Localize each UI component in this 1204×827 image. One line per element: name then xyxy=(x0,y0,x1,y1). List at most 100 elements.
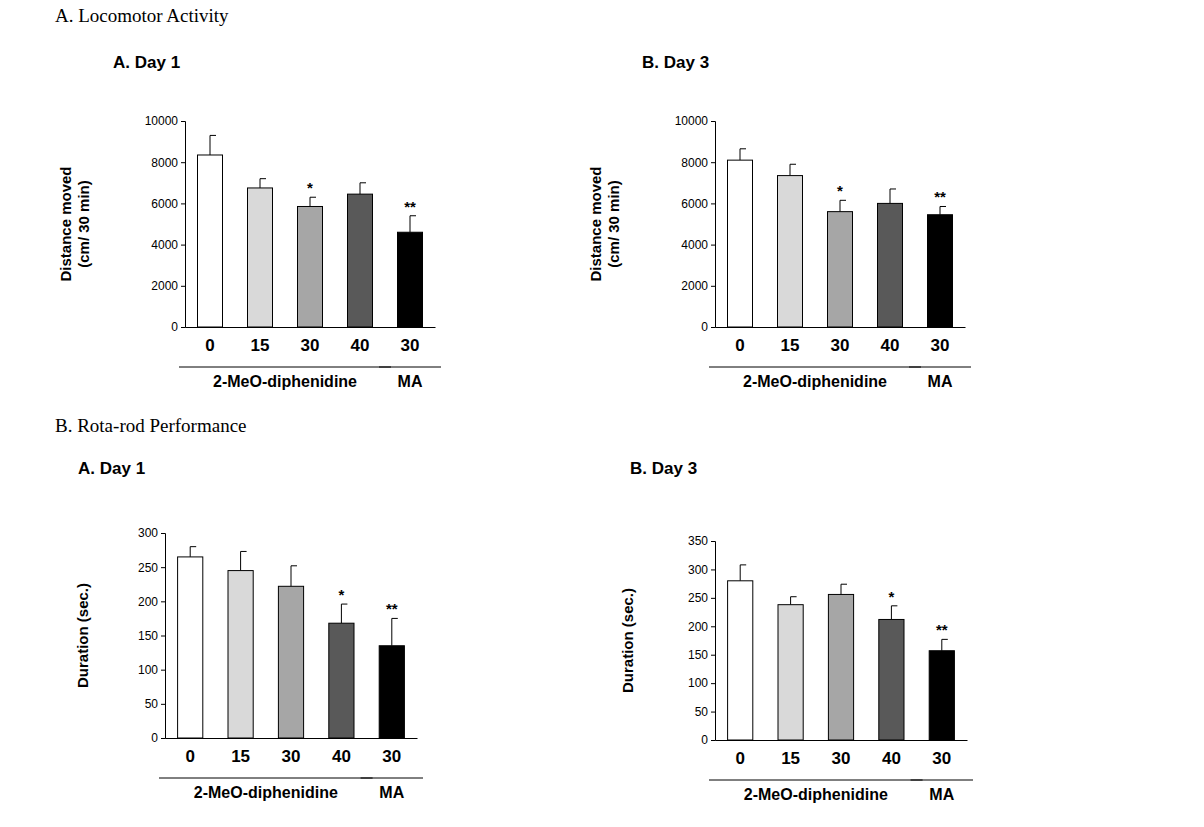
error-cap xyxy=(942,639,948,640)
x-axis-line xyxy=(716,740,968,741)
y-tick: 0 xyxy=(701,733,715,747)
x-tick-label: 15 xyxy=(781,336,800,355)
x-tick-label: 30 xyxy=(831,336,850,355)
error-cap xyxy=(392,618,398,619)
y-tick-mark xyxy=(711,286,715,287)
error-bar xyxy=(391,618,392,645)
y-axis-title: Duration (sec.) xyxy=(74,583,91,688)
group-label: 2-MeO-diphenidine xyxy=(744,786,888,803)
x-tick: 30 xyxy=(401,327,420,355)
chart-title: B. Day 3 xyxy=(630,459,697,478)
x-tick-label: 40 xyxy=(881,336,900,355)
y-tick: 2000 xyxy=(151,279,185,293)
error-cap xyxy=(740,148,746,149)
y-axis-title: Distance moved(cm/ 30 min) xyxy=(57,166,92,281)
y-tick-mark xyxy=(711,740,715,741)
y-tick: 300 xyxy=(688,563,715,577)
x-tick: 30 xyxy=(931,327,950,355)
y-tick-mark xyxy=(711,626,715,627)
y-tick-mark xyxy=(161,636,165,637)
y-tick-mark xyxy=(711,712,715,713)
background xyxy=(0,0,1204,827)
figure: A. Locomotor ActivityB. Rota-rod Perform… xyxy=(0,0,1204,827)
y-tick: 0 xyxy=(701,320,715,334)
y-tick-mark xyxy=(181,162,185,163)
group-label: MA xyxy=(929,786,954,803)
y-tick-mark xyxy=(161,567,165,568)
y-tick-mark xyxy=(711,245,715,246)
x-tick-label: 0 xyxy=(735,749,744,768)
y-tick-mark xyxy=(181,286,185,287)
y-axis-line xyxy=(181,122,186,328)
x-axis: 015304030 xyxy=(716,740,968,768)
y-tick-label: 0 xyxy=(151,731,158,745)
x-tick: 40 xyxy=(332,738,351,766)
bar xyxy=(928,215,953,327)
y-tick: 4000 xyxy=(681,238,715,252)
y-axis: 0200040006000800010000 xyxy=(675,114,716,334)
y-axis-title-line: (cm/ 30 min) xyxy=(605,180,622,268)
y-axis-title-line: Duration (sec.) xyxy=(74,583,91,688)
y-tick: 4000 xyxy=(151,238,185,252)
y-tick-label: 50 xyxy=(145,697,159,711)
bar xyxy=(728,581,753,740)
chart-title: A. Day 1 xyxy=(78,459,145,478)
section-title: A. Locomotor Activity xyxy=(55,5,229,26)
error-bar xyxy=(740,565,741,581)
y-tick-label: 10000 xyxy=(145,114,179,128)
bar xyxy=(828,212,853,327)
group-bracket xyxy=(709,780,923,781)
error-cap xyxy=(410,215,416,216)
y-axis: 0200040006000800010000 xyxy=(145,114,186,334)
y-axis-title-line: Distance moved xyxy=(57,166,74,281)
error-cap xyxy=(360,182,366,183)
y-tick: 0 xyxy=(151,731,165,745)
y-tick-label: 300 xyxy=(688,563,708,577)
error-cap xyxy=(840,200,846,201)
x-axis: 015304030 xyxy=(166,738,418,766)
x-tick: 40 xyxy=(882,740,901,768)
y-tick: 200 xyxy=(138,595,165,609)
y-tick: 100 xyxy=(138,663,165,677)
x-tick: 15 xyxy=(251,327,270,355)
y-tick-label: 2000 xyxy=(151,279,178,293)
y-tick-mark xyxy=(711,162,715,163)
error-cap xyxy=(891,605,897,606)
bar xyxy=(298,206,323,327)
group-label: MA xyxy=(928,373,953,390)
bar xyxy=(198,155,223,327)
y-tick-label: 6000 xyxy=(151,197,178,211)
bar xyxy=(778,605,803,740)
group-label: 2-MeO-diphenidine xyxy=(194,784,338,801)
y-axis-title: Duration (sec.) xyxy=(619,588,636,693)
y-tick-label: 250 xyxy=(138,561,158,575)
error-bar xyxy=(891,606,892,620)
y-tick-mark xyxy=(181,121,185,122)
error-bar xyxy=(360,183,361,194)
y-tick-label: 150 xyxy=(688,648,708,662)
group-bracket xyxy=(361,778,423,779)
error-cap xyxy=(740,564,746,565)
bar xyxy=(828,594,853,740)
y-tick-mark xyxy=(711,121,715,122)
x-tick: 15 xyxy=(781,327,800,355)
x-tick-label: 0 xyxy=(205,336,214,355)
bar xyxy=(228,571,253,738)
x-tick-label: 40 xyxy=(882,749,901,768)
bar xyxy=(248,188,273,327)
x-tick-label: 15 xyxy=(231,747,250,766)
x-tick: 40 xyxy=(881,327,900,355)
y-tick: 300 xyxy=(138,526,165,540)
x-tick-label: 30 xyxy=(932,749,951,768)
y-tick-mark xyxy=(181,327,185,328)
x-tick: 40 xyxy=(351,327,370,355)
bar xyxy=(348,194,373,327)
bar xyxy=(329,623,354,738)
y-axis: 050100150200250300 xyxy=(138,526,166,745)
y-axis-title-line: (cm/ 30 min) xyxy=(75,180,92,268)
error-cap xyxy=(790,164,796,165)
x-axis: 015304030 xyxy=(716,327,966,355)
bar xyxy=(278,586,303,738)
x-axis-line xyxy=(166,738,418,739)
x-tick-label: 15 xyxy=(781,749,800,768)
